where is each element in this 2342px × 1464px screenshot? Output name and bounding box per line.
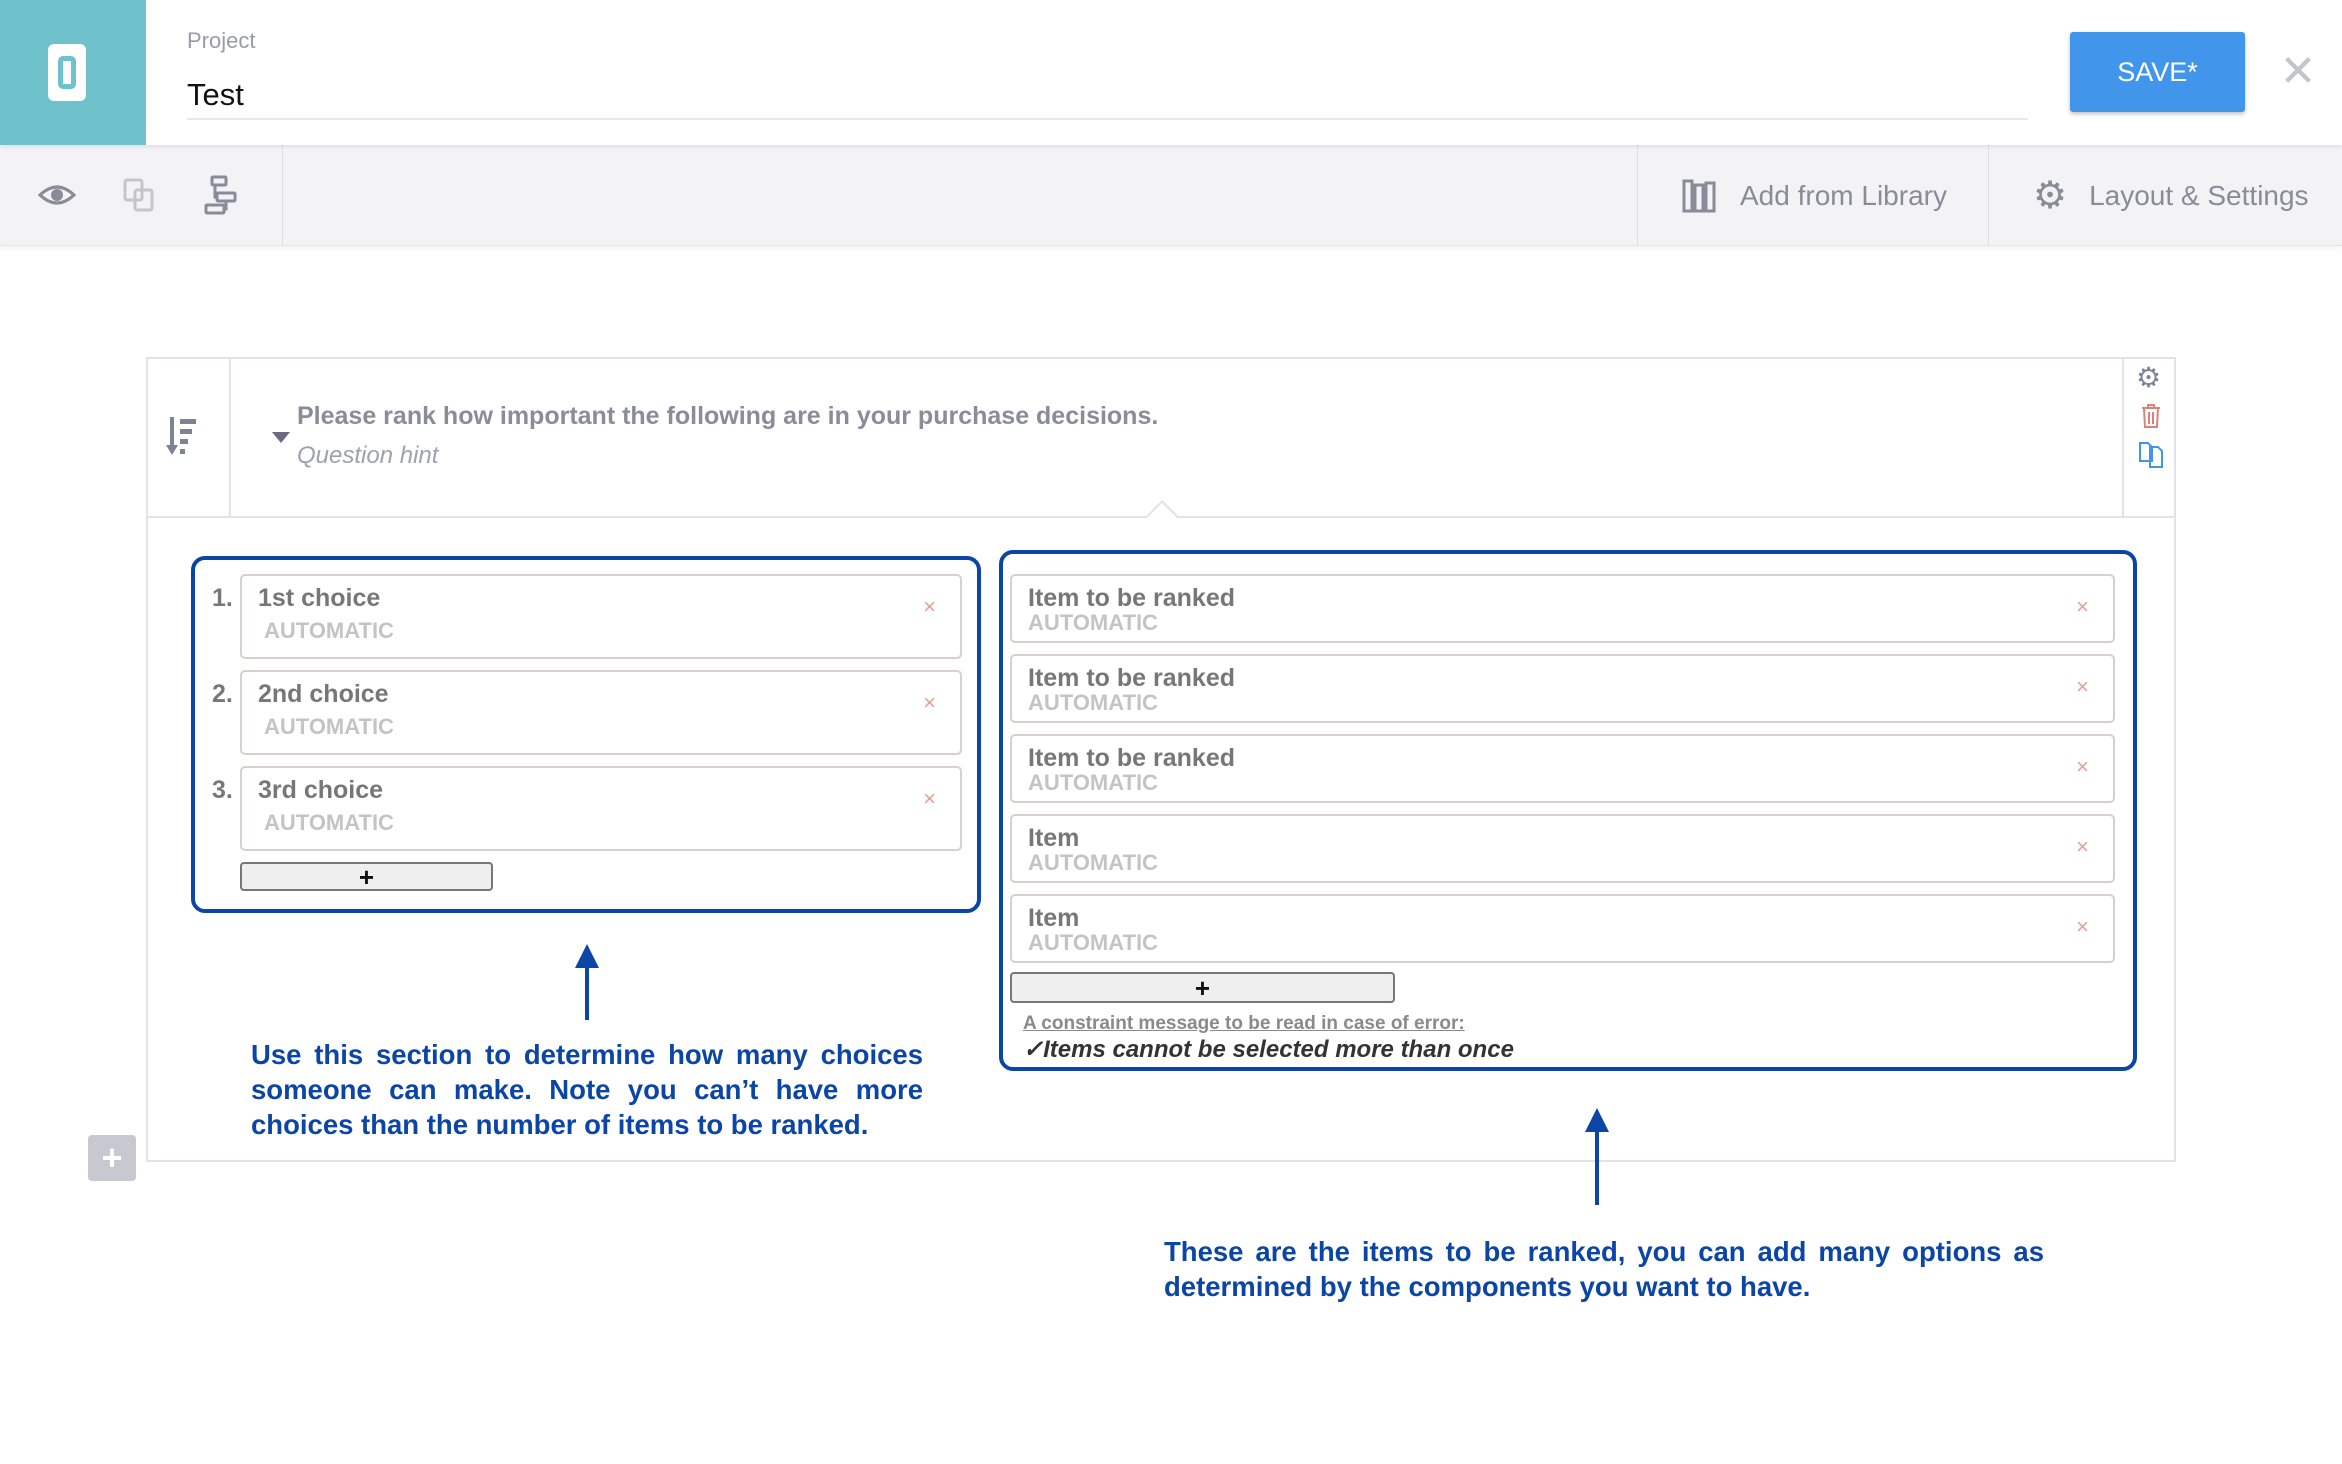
choice-number: 3. — [212, 776, 233, 804]
question-type-column — [146, 357, 231, 517]
flow-icon[interactable] — [202, 175, 242, 215]
trash-icon[interactable] — [2140, 403, 2162, 429]
divider — [1637, 145, 1638, 246]
choice-sub: AUTOMATIC — [264, 618, 394, 643]
toolbar: Add from Library ⚙ Layout & Settings — [0, 145, 2342, 246]
choice-number: 2. — [212, 680, 233, 708]
item-label[interactable]: Item to be ranked — [1028, 664, 1235, 692]
divider — [1988, 145, 1989, 246]
item-label[interactable]: Item — [1028, 904, 1080, 932]
choice-row[interactable]: 3rd choice AUTOMATIC × — [240, 766, 962, 851]
item-row[interactable]: Item to be ranked AUTOMATIC × — [1010, 734, 2115, 803]
choice-label[interactable]: 1st choice — [258, 584, 381, 612]
remove-icon[interactable]: × — [923, 786, 936, 811]
sort-rank-icon — [166, 417, 196, 455]
close-icon[interactable]: ✕ — [2279, 47, 2317, 96]
save-button[interactable]: SAVE* — [2070, 32, 2245, 112]
annotation-right: These are the items to be ranked, you ca… — [1164, 1236, 2044, 1302]
item-sub: AUTOMATIC — [1028, 770, 1158, 795]
choice-label[interactable]: 2nd choice — [258, 680, 389, 708]
add-question-button[interactable]: + — [88, 1135, 136, 1181]
add-choice-button[interactable]: + — [240, 862, 493, 891]
item-sub: AUTOMATIC — [1028, 610, 1158, 635]
choice-sub: AUTOMATIC — [264, 810, 394, 835]
choice-row[interactable]: 1st choice AUTOMATIC × — [240, 574, 962, 659]
choice-number: 1. — [212, 584, 233, 612]
choice-row[interactable]: 2nd choice AUTOMATIC × — [240, 670, 962, 755]
remove-icon[interactable]: × — [2076, 834, 2089, 859]
annotation-arrow — [1585, 1108, 1609, 1205]
item-sub: AUTOMATIC — [1028, 850, 1158, 875]
choices-highlight — [191, 556, 981, 913]
copy-layers-icon[interactable] — [120, 175, 160, 215]
item-label[interactable]: Item to be ranked — [1028, 584, 1235, 612]
item-sub: AUTOMATIC — [1028, 930, 1158, 955]
annotation-arrow — [575, 944, 599, 1020]
collapse-caret-icon[interactable] — [272, 432, 290, 443]
annotation-left: Use this section to determine how many c… — [251, 1039, 923, 1140]
library-icon — [1682, 179, 1716, 212]
top-bar: Project SAVE* ✕ — [0, 0, 2342, 145]
remove-icon[interactable]: × — [923, 594, 936, 619]
question-actions: ⚙ — [2122, 357, 2176, 517]
remove-icon[interactable]: × — [923, 690, 936, 715]
app-logo[interactable] — [0, 0, 146, 145]
constraint-label[interactable]: A constraint message to be read in case … — [1023, 1013, 1465, 1034]
item-row[interactable]: Item to be ranked AUTOMATIC × — [1010, 574, 2115, 643]
add-from-library-button[interactable]: Add from Library — [1682, 145, 1947, 246]
remove-icon[interactable]: × — [2076, 594, 2089, 619]
project-name-input[interactable] — [187, 72, 2028, 120]
items-highlight — [999, 550, 2137, 1071]
remove-icon[interactable]: × — [2076, 674, 2089, 699]
item-row[interactable]: Item to be ranked AUTOMATIC × — [1010, 654, 2115, 723]
choice-sub: AUTOMATIC — [264, 714, 394, 739]
item-sub: AUTOMATIC — [1028, 690, 1158, 715]
item-label[interactable]: Item — [1028, 824, 1080, 852]
divider — [282, 145, 283, 246]
question-hint[interactable]: Question hint — [297, 442, 439, 469]
question-title[interactable]: Please rank how important the following … — [297, 402, 1159, 430]
layout-settings-button[interactable]: ⚙ Layout & Settings — [2033, 145, 2309, 246]
item-label[interactable]: Item to be ranked — [1028, 744, 1235, 772]
settings-label: Layout & Settings — [2089, 179, 2309, 211]
remove-icon[interactable]: × — [2076, 914, 2089, 939]
add-item-button[interactable]: + — [1010, 972, 1395, 1003]
gear-icon: ⚙ — [2033, 175, 2068, 217]
duplicate-icon[interactable] — [2138, 439, 2166, 469]
library-label: Add from Library — [1740, 179, 1947, 211]
constraint-message[interactable]: ✓Items cannot be selected more than once — [1023, 1036, 1514, 1063]
eye-icon[interactable] — [37, 175, 77, 215]
remove-icon[interactable]: × — [2076, 754, 2089, 779]
item-row[interactable]: Item AUTOMATIC × — [1010, 894, 2115, 963]
project-label: Project — [187, 28, 256, 53]
gear-icon[interactable]: ⚙ — [2136, 362, 2162, 393]
item-row[interactable]: Item AUTOMATIC × — [1010, 814, 2115, 883]
choice-label[interactable]: 3rd choice — [258, 776, 384, 804]
